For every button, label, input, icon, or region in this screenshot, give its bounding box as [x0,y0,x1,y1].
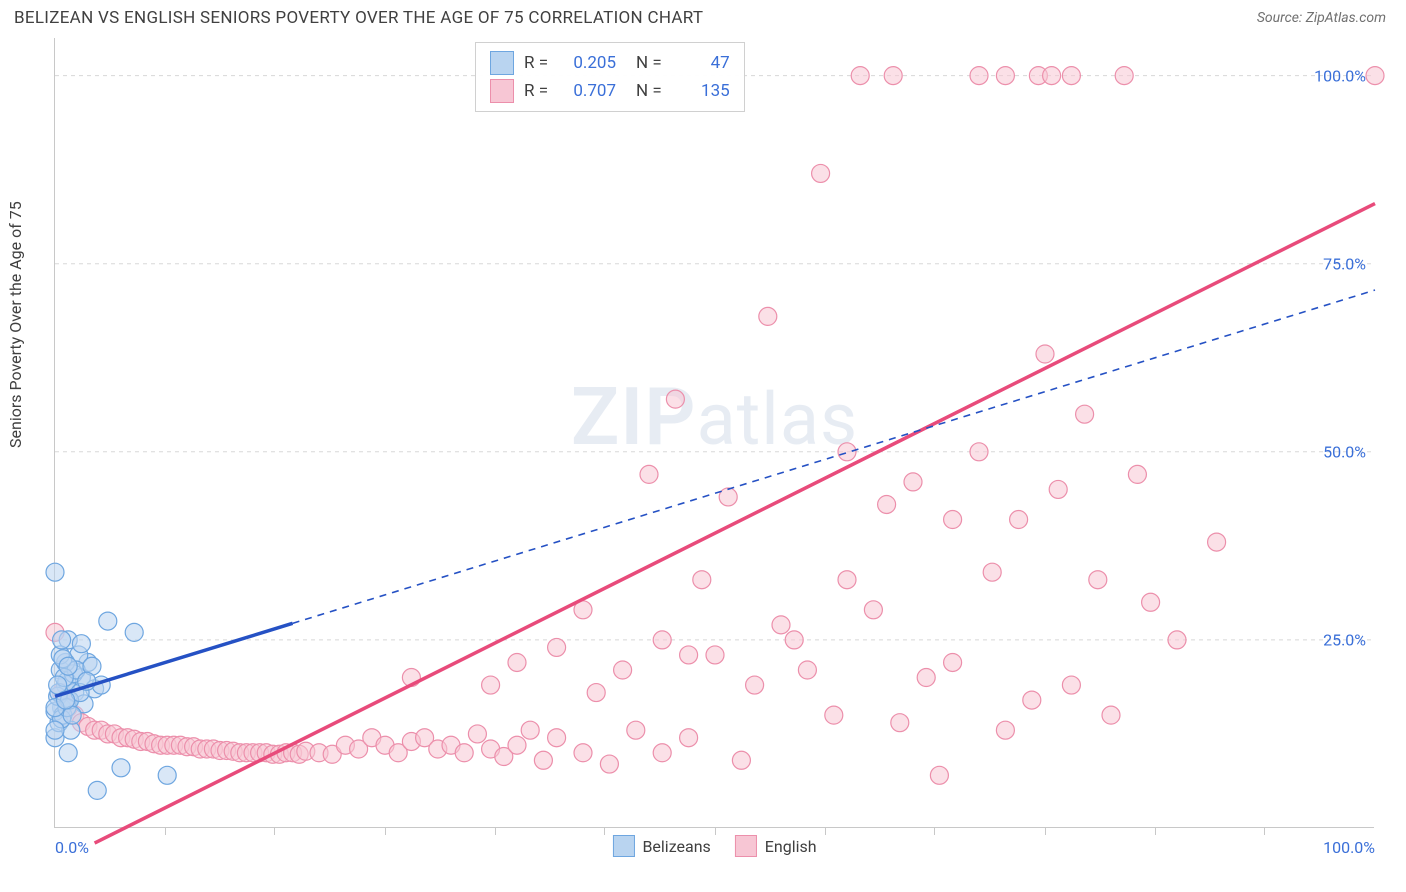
bottom-legend: Belizeans English [612,835,816,857]
stats-row-english: R = 0.707 N = 135 [490,77,730,105]
plot-area: ZIPatlas R = 0.205 N = 47 R = 0.707 N = … [54,38,1374,828]
r-label: R = [524,53,548,73]
swatch-belizeans [490,51,514,75]
r-label: R = [524,81,548,101]
stats-legend-box: R = 0.205 N = 47 R = 0.707 N = 135 [475,42,745,112]
x-tick-mark [825,827,826,835]
r-value-english: 0.707 [558,81,616,101]
x-tick-mark [495,827,496,835]
x-tick-label: 0.0% [55,838,89,857]
x-tick-mark [1045,827,1046,835]
legend-label-belizeans: Belizeans [642,837,710,856]
legend-swatch-belizeans [612,835,634,857]
x-tick-mark [604,827,605,835]
x-tick-mark [165,827,166,835]
n-value-english: 135 [672,81,730,101]
x-tick-mark [385,827,386,835]
chart-title: BELIZEAN VS ENGLISH SENIORS POVERTY OVER… [14,8,703,28]
x-tick-label: 100.0% [1323,838,1375,857]
legend-item-english: English [735,835,817,857]
y-axis-label: Seniors Poverty Over the Age of 75 [6,201,25,448]
legend-item-belizeans: Belizeans [612,835,710,857]
x-tick-mark [1264,827,1265,835]
r-value-belizeans: 0.205 [558,53,616,73]
source-attribution: Source: ZipAtlas.com [1257,10,1386,26]
x-tick-mark [934,827,935,835]
legend-swatch-english [735,835,757,857]
n-value-belizeans: 47 [672,53,730,73]
chart-container: Seniors Poverty Over the Age of 75 ZIPat… [14,38,1392,878]
y-tick-label: 50.0% [1323,442,1366,461]
legend-label-english: English [765,837,817,856]
swatch-english [490,79,514,103]
n-label: N = [636,53,662,73]
trendline-layer [55,38,1374,827]
stats-row-belizeans: R = 0.205 N = 47 [490,49,730,77]
x-tick-mark [274,827,275,835]
y-tick-label: 25.0% [1323,630,1366,649]
x-tick-mark [1155,827,1156,835]
x-tick-mark [715,827,716,835]
y-tick-label: 75.0% [1323,254,1366,273]
y-tick-label: 100.0% [1314,66,1366,85]
n-label: N = [636,81,662,101]
